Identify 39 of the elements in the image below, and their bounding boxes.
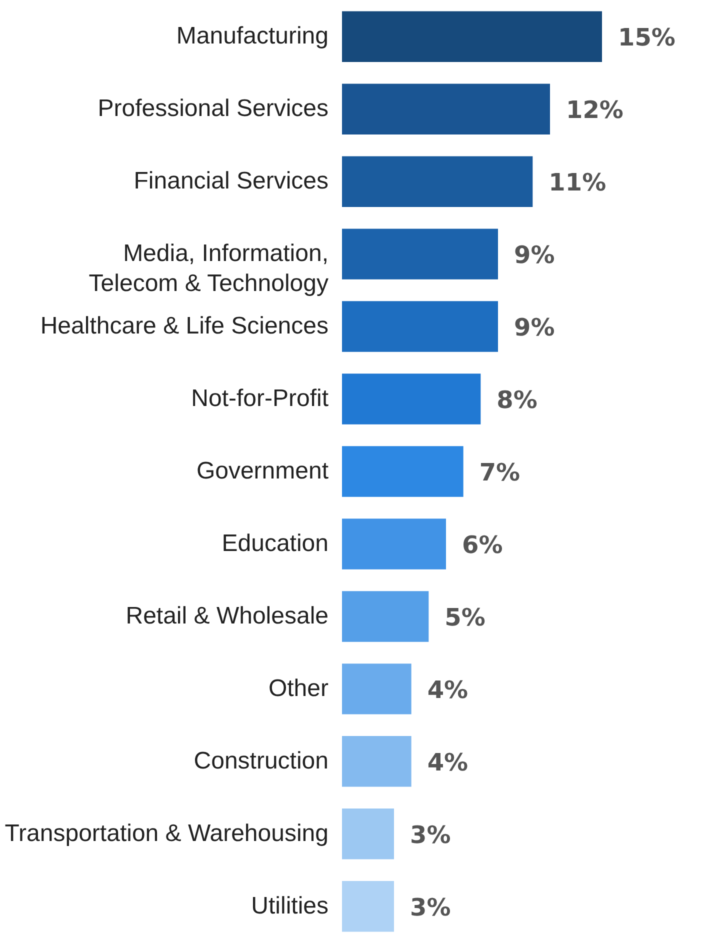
data-label: 9% <box>514 241 555 270</box>
y-tick-label: Education <box>222 530 328 557</box>
data-label: 11% <box>548 168 606 197</box>
y-tick-label: Healthcare & Life Sciences <box>40 312 328 340</box>
data-label: 7% <box>479 458 520 486</box>
bar <box>342 374 481 424</box>
bar <box>342 84 550 134</box>
data-label: 8% <box>496 386 538 414</box>
bar <box>342 664 412 714</box>
bar <box>342 881 394 932</box>
bar <box>342 228 498 280</box>
data-label: 6% <box>462 530 503 559</box>
bar <box>342 446 464 497</box>
y-tick-label: Other <box>268 674 328 702</box>
bar <box>342 808 394 860</box>
y-tick-label: Government <box>196 458 329 484</box>
data-label: 4% <box>427 676 468 704</box>
bar <box>342 736 412 787</box>
bar <box>342 591 429 642</box>
y-tick-label: Utilities <box>251 892 328 920</box>
y-tick-label: Transportation & Warehousing <box>4 820 328 847</box>
bar <box>342 11 602 62</box>
data-label: 5% <box>444 603 486 632</box>
data-label: 4% <box>427 748 468 776</box>
y-tick-label: Professional Services <box>98 95 328 122</box>
bar <box>342 156 533 207</box>
bar <box>342 301 498 352</box>
y-tick-label: Construction <box>194 747 328 774</box>
y-tick-label: Retail & Wholesale <box>126 602 328 630</box>
y-tick-label: Media, Information, Telecom & Technology <box>88 240 328 298</box>
data-label: 3% <box>410 820 451 849</box>
bar <box>342 518 446 570</box>
data-label: 12% <box>566 96 624 124</box>
data-label: 9% <box>514 314 555 342</box>
y-tick-label: Financial Services <box>134 168 328 195</box>
y-tick-label: Manufacturing <box>176 22 328 50</box>
data-label: 3% <box>410 893 451 922</box>
y-tick-label: Not-for-Profit <box>191 385 329 412</box>
data-label: 15% <box>618 24 676 52</box>
